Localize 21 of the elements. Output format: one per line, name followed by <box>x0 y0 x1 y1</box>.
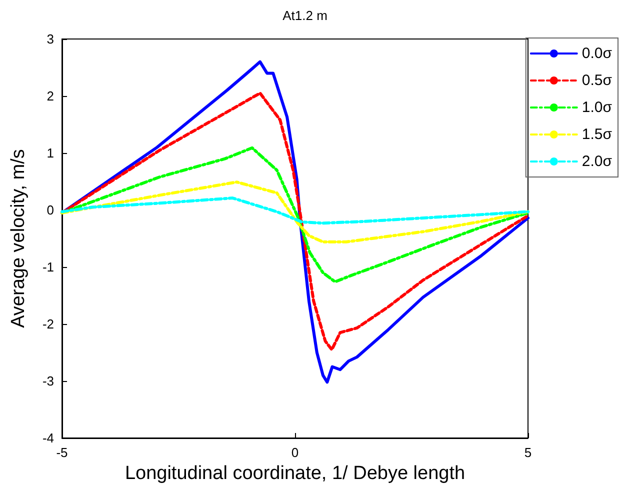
chart-title: At1.2 m <box>282 8 328 23</box>
x-tick-label: 5 <box>524 445 532 460</box>
legend-label: 0.0σ <box>582 45 613 62</box>
y-axis-title: Average velocity, m/s <box>8 149 29 328</box>
y-tick-label: -1 <box>42 260 54 274</box>
y-tick-label: 3 <box>46 32 54 46</box>
y-tick-label: 0 <box>46 202 54 218</box>
legend-label: 0.5σ <box>582 72 613 89</box>
y-tick-label: 1 <box>46 146 54 160</box>
line-series <box>60 196 530 225</box>
y-tick-label: -2 <box>42 316 54 332</box>
y-tick-label: -4 <box>42 430 54 446</box>
legend-label: 2.0σ <box>582 153 613 170</box>
x-tick-label: 0 <box>291 445 299 460</box>
x-axis-title: Longitudinal coordinate, 1/ Debye length <box>124 463 466 484</box>
legend-label: 1.5σ <box>582 126 613 143</box>
y-tick-label: 2 <box>46 88 54 104</box>
x-tick-label: -5 <box>56 445 68 460</box>
y-tick-label: -3 <box>42 374 54 388</box>
line-series <box>60 180 530 244</box>
legend-label: 1.0σ <box>582 99 613 116</box>
